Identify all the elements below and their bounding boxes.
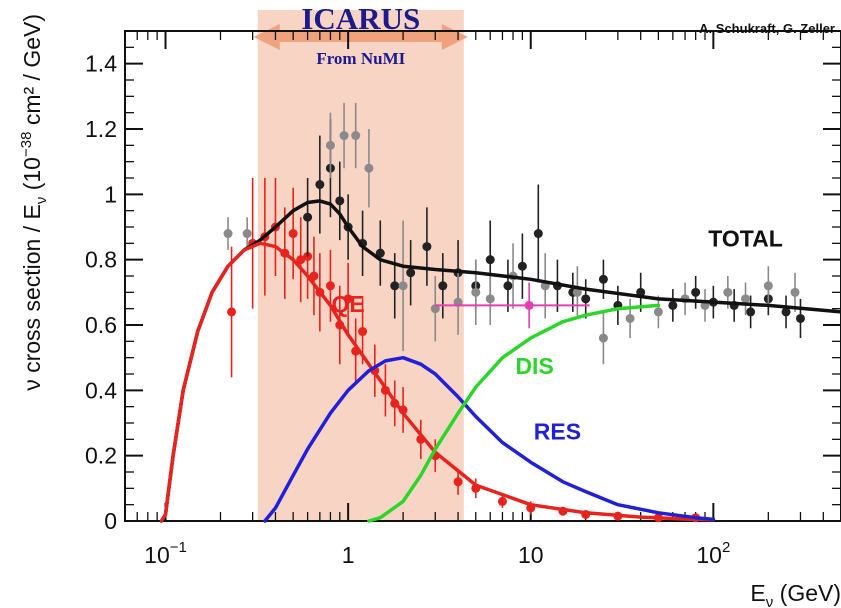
y-tick-label: 0.6	[85, 312, 117, 338]
x-tick-label: 1	[342, 542, 355, 568]
data-point	[325, 281, 335, 291]
data-point	[723, 287, 733, 297]
data-point	[351, 131, 361, 141]
x-axis-title-sub: ν	[766, 594, 774, 608]
curve-label-dis: DIS	[515, 353, 553, 379]
y-tick-label: 0.2	[85, 443, 117, 469]
data-point	[781, 307, 791, 317]
data-point	[471, 287, 481, 297]
data-point	[598, 274, 608, 284]
x-axis-title: Eν (GeV)	[750, 580, 841, 608]
prediction-curves	[159, 199, 841, 523]
data-point	[625, 313, 635, 323]
data-point	[390, 281, 400, 291]
data-point	[339, 131, 349, 141]
data-point	[364, 163, 374, 173]
data-point	[795, 313, 805, 323]
curve-label-res: RES	[534, 418, 581, 444]
data-point	[242, 229, 252, 239]
data-point	[497, 496, 507, 506]
y-tick-label: 0.8	[85, 247, 117, 273]
data-point	[533, 229, 543, 239]
data-point	[572, 287, 582, 297]
x-tick-label-base: 10	[696, 542, 722, 568]
y-tick-label: 1.4	[85, 51, 117, 77]
data-point	[485, 294, 495, 304]
data-point	[517, 261, 527, 271]
x-tick-label-base: 10	[518, 542, 544, 568]
data-point	[453, 297, 463, 307]
x-tick-label-base: 10	[144, 542, 170, 568]
data-point	[335, 196, 345, 206]
plot-frame: 00.20.40.60.811.21.410−1 1 10 102	[85, 30, 841, 568]
curve-label-qe: QE	[332, 291, 365, 317]
data-point	[315, 180, 325, 190]
icarus-band-region	[257, 10, 464, 521]
data-point	[358, 327, 368, 337]
data-point	[406, 268, 416, 278]
x-tick-label-exponent: −1	[170, 539, 187, 556]
y-tick-label: 0.4	[85, 377, 117, 403]
data-point	[653, 307, 663, 317]
data-point	[296, 255, 306, 265]
data-point	[375, 248, 385, 258]
data-point	[309, 271, 319, 281]
y-tick-label: 0	[104, 508, 117, 534]
curve-res	[263, 355, 716, 523]
y-axis-title-post: cm² / GeV)	[19, 14, 45, 132]
icarus-band-arrow	[253, 24, 468, 50]
x-axis-title-rest: (GeV)	[773, 580, 841, 606]
data-point	[438, 281, 448, 291]
credit-text: A. Schukraft, G. Zeller	[699, 21, 835, 36]
data-point	[746, 307, 756, 317]
y-axis-title-sub: ν	[33, 197, 50, 205]
data-point	[303, 212, 313, 222]
data-point	[223, 229, 233, 239]
data-point	[422, 242, 432, 252]
data-point	[325, 140, 335, 150]
y-tick-label: 1	[104, 181, 117, 207]
x-tick-label: 10	[518, 542, 544, 568]
data-point	[343, 294, 353, 304]
data-point	[288, 229, 298, 239]
data-point	[398, 281, 408, 291]
data-point	[430, 304, 440, 314]
data-point	[598, 333, 608, 343]
curve-labels: TOTAL QE RES DIS	[332, 226, 783, 445]
data-point	[790, 287, 800, 297]
data-point	[503, 281, 513, 291]
x-tick-label-exponent: 2	[722, 539, 730, 556]
data-point	[453, 477, 463, 487]
data-point	[581, 294, 591, 304]
curve-label-total: TOTAL	[708, 226, 783, 252]
data-point	[227, 307, 237, 317]
icarus-subtitle: From NuMI	[316, 49, 405, 68]
data-point	[763, 281, 773, 291]
y-axis-title-pre: ν cross section / E	[19, 204, 45, 391]
data-point	[485, 255, 495, 265]
x-axis-title-main: E	[750, 580, 765, 606]
y-axis-title-mid: (10	[19, 157, 45, 197]
data-point	[691, 287, 701, 297]
curve-dis	[367, 303, 661, 523]
data-point	[741, 294, 751, 304]
x-tick-label: 102	[696, 539, 730, 568]
y-axis-title-sup: −38	[18, 132, 35, 157]
curve-qe	[159, 241, 716, 523]
y-tick-label: 1.2	[85, 116, 117, 142]
x-tick-label-base: 1	[342, 542, 355, 568]
plot-border	[124, 30, 841, 522]
y-axis-title: ν cross section / Eν (10−38 cm² / GeV)	[18, 14, 50, 391]
x-tick-label: 10−1	[144, 539, 187, 568]
data-point	[524, 300, 534, 310]
data-point	[668, 300, 678, 310]
